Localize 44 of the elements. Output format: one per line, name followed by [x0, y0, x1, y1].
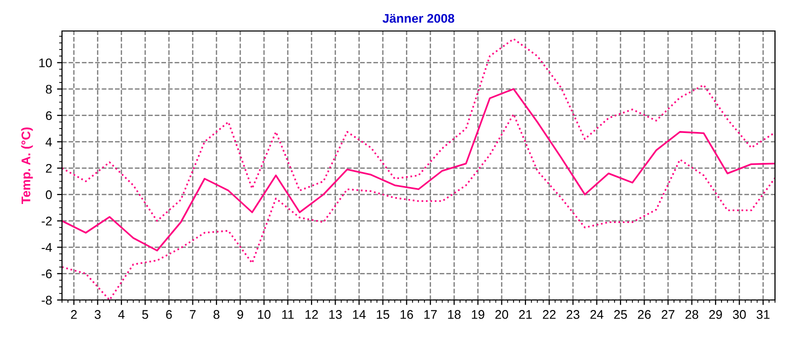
x-tick-label: 14 [353, 310, 366, 319]
x-tick-label: 17 [424, 310, 437, 319]
y-tick-label: -6 [42, 269, 52, 278]
x-tick-label: 19 [472, 310, 484, 319]
line-series [62, 88, 775, 252]
x-tick-label: 3 [94, 310, 101, 319]
x-tick-label: 22 [542, 310, 556, 319]
x-tick-label: 26 [638, 310, 651, 319]
x-tick-label: 10 [258, 310, 270, 319]
x-tick-label: 27 [662, 310, 674, 319]
line-series [62, 38, 775, 222]
x-tick-label: 16 [400, 310, 414, 319]
chart-title: Jänner 2008 [382, 14, 454, 23]
x-tick-label: 18 [448, 310, 461, 319]
x-tick-label: 21 [519, 310, 532, 319]
x-tick-label: 23 [566, 310, 580, 319]
x-tick-label: 6 [166, 310, 172, 319]
x-tick-label: 5 [142, 310, 148, 319]
y-tick-label: 4 [46, 138, 52, 146]
y-tick-label: 6 [46, 111, 52, 120]
x-tick-label: 8 [214, 310, 220, 319]
x-tick-label: 24 [590, 310, 604, 319]
x-tick-label: 12 [306, 310, 318, 319]
x-tick-label: 4 [118, 310, 125, 319]
y-axis-title: Temp. A. (°C) [21, 128, 33, 204]
x-tick-label: 25 [614, 310, 627, 319]
x-tick-label: 11 [282, 310, 294, 319]
y-tick-label: -4 [42, 243, 52, 252]
x-tick-label: 30 [732, 310, 746, 319]
y-tick-label: 8 [46, 84, 52, 94]
y-tick-label: 0 [46, 190, 52, 200]
x-tick-label: 28 [685, 310, 698, 319]
x-tick-label: 9 [237, 310, 244, 319]
x-tick-label: 7 [190, 310, 196, 319]
y-tick-label: -2 [42, 216, 52, 226]
x-tick-label: 15 [376, 310, 390, 319]
y-tick-label: -8 [42, 296, 52, 305]
x-tick-label: 29 [709, 310, 722, 319]
x-tick-label: 13 [329, 310, 342, 319]
x-tick-label: 31 [756, 310, 770, 319]
y-tick-label: 2 [46, 164, 52, 173]
y-tick-label: 10 [39, 58, 52, 68]
x-tick-label: 2 [71, 310, 77, 319]
x-tick-label: 20 [495, 310, 508, 319]
